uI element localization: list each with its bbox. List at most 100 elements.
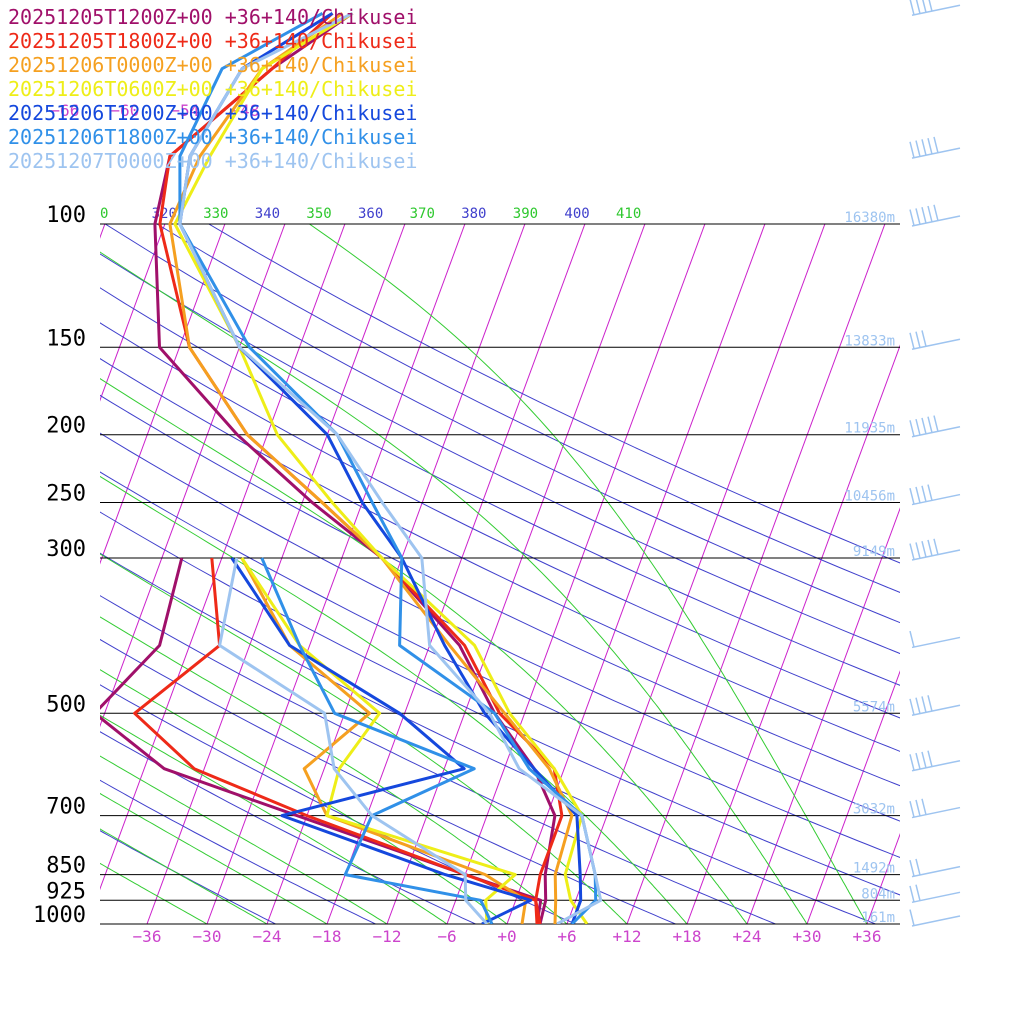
- wind-barb: [909, 909, 961, 927]
- dry-adiabat-line: [100, 358, 900, 752]
- dry-adiabat-line: [100, 322, 900, 719]
- dry-adiabat-line: [100, 253, 900, 655]
- temperature-tick-label: +6: [557, 927, 576, 946]
- wind-barb: [909, 330, 961, 350]
- dry-adiabat-line: [208, 224, 900, 564]
- height-label: 13833m: [844, 333, 895, 349]
- wind-barb: [909, 136, 961, 159]
- isobar-lines: [100, 223, 900, 925]
- temperature-tick-label: +24: [733, 927, 762, 946]
- theta-label: 410: [616, 206, 641, 222]
- height-label: 161m: [861, 910, 895, 926]
- theta-label: 380: [461, 206, 486, 222]
- isotherm-label: −48: [230, 101, 259, 120]
- isotherm-line: [206, 224, 466, 924]
- wind-barbs: [909, 0, 961, 927]
- pressure-label: 150: [46, 326, 86, 351]
- wind-barb: [909, 204, 961, 227]
- legend-entry: 20251206T1200Z+00 +36+140/Chikusei: [8, 101, 417, 125]
- dry-adiabat-line: [100, 511, 900, 896]
- height-label: 11935m: [844, 421, 895, 437]
- isotherm-line: [100, 224, 286, 728]
- height-label: 9149m: [853, 544, 895, 560]
- theta-label: 400: [564, 206, 589, 222]
- wind-barb: [909, 884, 961, 904]
- isotherm-line: [746, 507, 900, 924]
- temperature-tick-label: −6: [437, 927, 456, 946]
- temperature-tick-label: +12: [613, 927, 642, 946]
- legend-entry: 20251207T0000Z+00 +36+140/Chikusei: [8, 149, 417, 173]
- chart-legend: 20251205T1200Z+00 +36+140/Chikusei202512…: [8, 5, 417, 173]
- legend-entry: 20251205T1800Z+00 +36+140/Chikusei: [8, 29, 417, 53]
- dry-adiabat-line: [100, 471, 900, 859]
- isotherm-label: −66: [50, 101, 79, 120]
- dry-adiabat-line: [100, 552, 876, 924]
- temperature-tick-label: −12: [373, 927, 402, 946]
- temperature-tick-label: −30: [193, 927, 222, 946]
- theta-label: 350: [306, 206, 331, 222]
- wind-barb: [909, 750, 961, 772]
- height-label: 5574m: [853, 699, 895, 715]
- pressure-label: 250: [46, 482, 86, 507]
- isotherm-line: [146, 224, 406, 924]
- wind-barb: [909, 858, 961, 878]
- isotherm-line: [0, 224, 45, 924]
- wind-barb: [909, 630, 961, 649]
- dewpoint-profile-series-5: [260, 557, 494, 924]
- temperature-tick-label: −24: [253, 927, 282, 946]
- temperature-tick-label: +36: [853, 927, 882, 946]
- temperature-tick-label: +30: [793, 927, 822, 946]
- height-label: 16380m: [844, 210, 895, 226]
- background-grid: [0, 224, 1024, 924]
- theta-label: 330: [203, 206, 228, 222]
- isotherm-line: [626, 224, 886, 924]
- temperature-profile-series-3: [173, 12, 589, 924]
- dewpoint-profile-series-6: [218, 557, 489, 924]
- dewpoint-profile-series-3: [240, 557, 517, 924]
- pressure-label: 850: [46, 854, 86, 879]
- height-label: 3032m: [853, 802, 895, 818]
- isotherm-line: [566, 224, 826, 924]
- theta-label: 0: [100, 206, 108, 222]
- pressure-label: 925: [46, 879, 86, 904]
- pressure-label: 700: [46, 795, 86, 820]
- isotherm-line: [987, 224, 1024, 924]
- wind-barb: [909, 538, 961, 561]
- height-label: 10456m: [844, 489, 895, 505]
- temperature-tick-label: −18: [313, 927, 342, 946]
- moist-adiabat-line: [100, 862, 208, 924]
- isotherm-line: [446, 224, 706, 924]
- pressure-label: 300: [46, 537, 86, 562]
- isotherm-line: [326, 224, 586, 924]
- theta-label: 390: [513, 206, 538, 222]
- wind-barb: [909, 484, 961, 506]
- dry-adiabat-line: [100, 394, 900, 787]
- moist-adiabat-line: [100, 378, 748, 924]
- wind-barb: [909, 798, 961, 819]
- sounding-profiles: [100, 11, 603, 924]
- isotherm-line: [386, 224, 646, 924]
- height-label: 804m: [861, 886, 895, 902]
- legend-entry: 20251206T0000Z+00 +36+140/Chikusei: [8, 53, 417, 77]
- theta-label: 340: [255, 206, 280, 222]
- dry-adiabat-line: [100, 432, 900, 822]
- wind-barb: [909, 0, 961, 17]
- isotherm-line: [100, 224, 226, 565]
- isotherm-line: [866, 832, 900, 924]
- dry-adiabat-line: [100, 287, 900, 686]
- pressure-label: 1000: [33, 903, 86, 928]
- isotherm-label: −54: [170, 101, 199, 120]
- temperature-profile-series-6: [178, 11, 603, 924]
- pressure-label: 500: [46, 692, 86, 717]
- temperature-tick-label: +18: [673, 927, 702, 946]
- isotherm-line: [927, 224, 1024, 924]
- pressure-label: 100: [46, 203, 86, 228]
- wind-barb: [909, 415, 961, 438]
- legend-entry: 20251205T1200Z+00 +36+140/Chikusei: [8, 5, 417, 29]
- wind-barb: [909, 695, 961, 717]
- legend-entry: 20251206T0600Z+00 +36+140/Chikusei: [8, 77, 417, 101]
- theta-label: 360: [358, 206, 383, 222]
- isotherm-line: [100, 224, 166, 402]
- isotherm-label: −60: [110, 101, 139, 120]
